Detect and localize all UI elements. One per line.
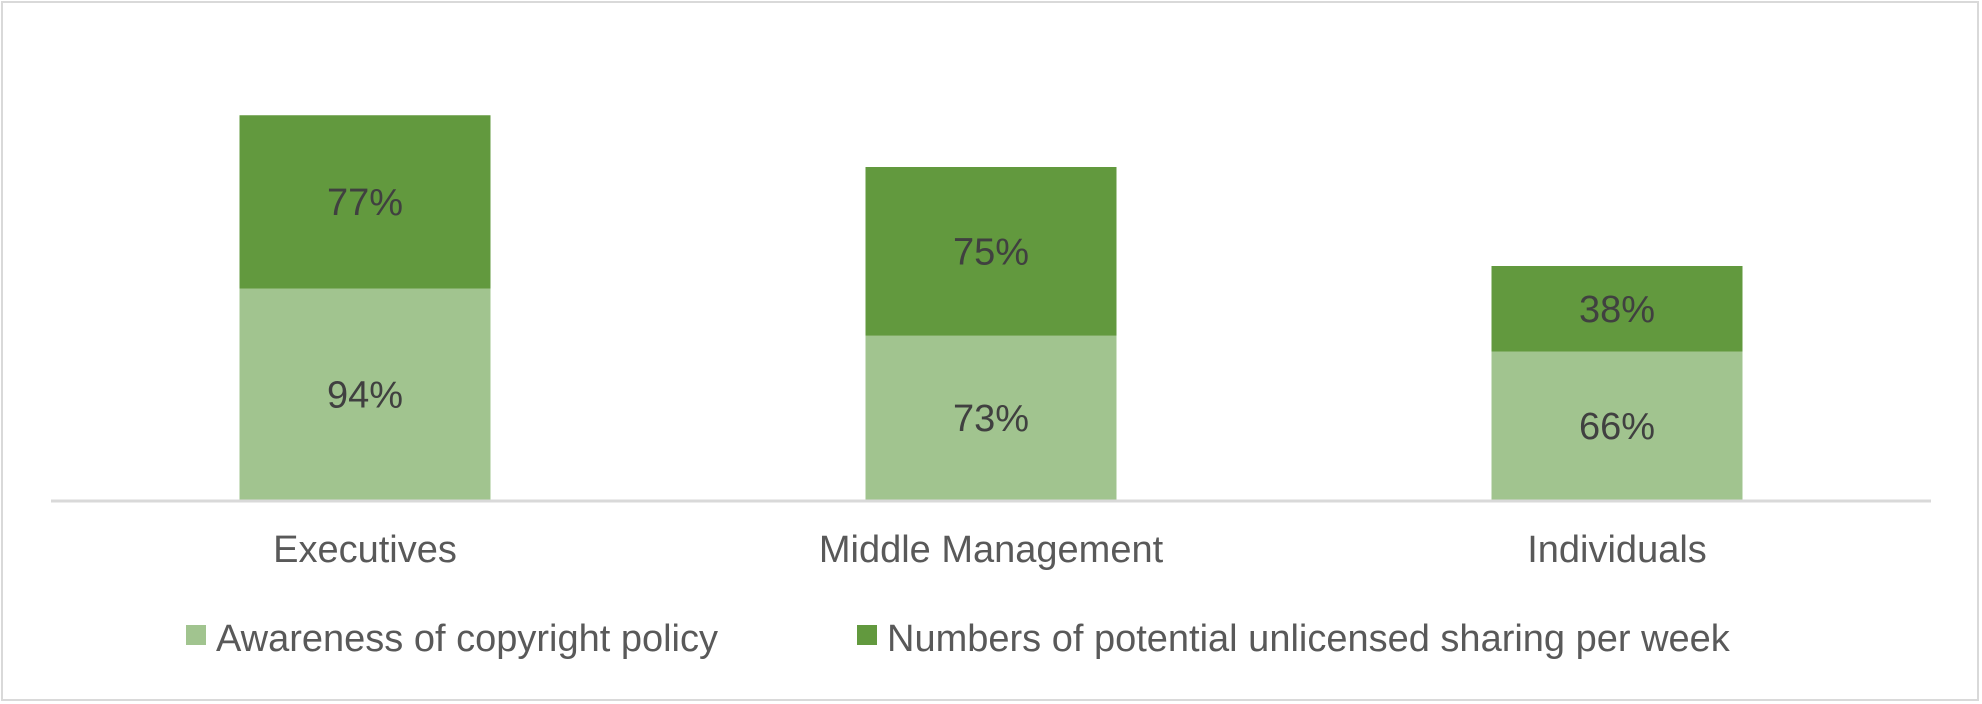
legend: Awareness of copyright policy Numbers of … — [186, 618, 1731, 660]
data-label-middle-management-series-2: 75% — [953, 231, 1029, 273]
bar-middle-management-series-2 — [865, 167, 1117, 336]
data-label-executives-series-2: 77% — [327, 182, 403, 224]
x-tick-label-executives: Executives — [273, 529, 457, 571]
x-tick-label-individuals: Individuals — [1527, 529, 1707, 571]
x-tick-label-middle-management: Middle Management — [819, 529, 1164, 571]
bars-layer: 94% 77% 73% 75% 66% 38% — [239, 115, 1743, 500]
legend-label-series-2: Numbers of potential unlicensed sharing … — [887, 618, 1731, 660]
bar-individuals-series-2 — [1491, 266, 1743, 352]
data-label-individuals-series-2: 38% — [1579, 289, 1655, 331]
legend-swatch-series-2 — [857, 625, 877, 645]
x-tick-labels: Executives Middle Management Individuals — [273, 529, 1707, 571]
data-label-individuals-series-1: 66% — [1579, 406, 1655, 448]
bar-executives-series-2 — [239, 115, 491, 289]
data-label-executives-series-1: 94% — [327, 374, 403, 416]
data-label-middle-management-series-1: 73% — [953, 398, 1029, 440]
bar-individuals-series-1 — [1491, 351, 1743, 500]
bar-executives-series-1 — [239, 288, 491, 500]
bar-middle-management-series-1 — [865, 335, 1117, 500]
legend-swatch-series-1 — [186, 625, 206, 645]
legend-label-series-1: Awareness of copyright policy — [216, 618, 718, 660]
